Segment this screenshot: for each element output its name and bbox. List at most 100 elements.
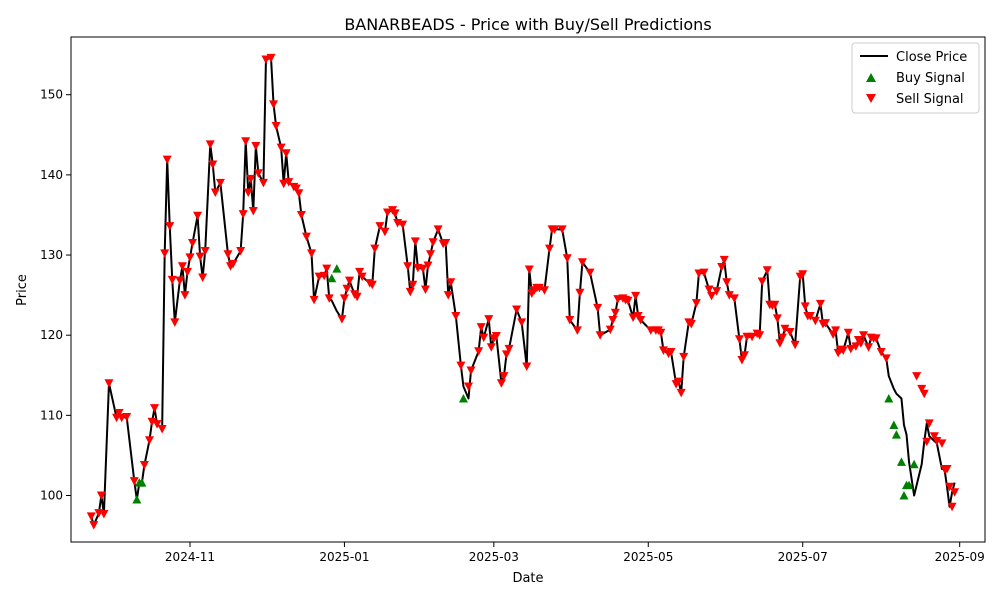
sell-signal-marker [917, 384, 927, 394]
sell-signal-marker [800, 302, 810, 311]
sell-signal-marker [851, 342, 861, 351]
sell-signal-marker [856, 339, 866, 348]
sell-signal-marker [309, 295, 319, 305]
sell-signal-marker [496, 379, 506, 388]
legend-sell-label: Sell Signal [896, 92, 964, 107]
sell-signal-marker [843, 328, 853, 338]
sell-signal-marker [674, 377, 684, 387]
sell-signal-marker [195, 252, 205, 262]
sell-signal-marker [236, 247, 246, 256]
sell-signal-marker [499, 372, 509, 381]
sell-signal-marker [881, 354, 891, 363]
legend-buy-marker [866, 73, 876, 82]
sell-signal-marker [451, 311, 461, 321]
sell-signal-marker [820, 319, 830, 328]
buy-signal-marker [327, 273, 337, 283]
sell-signal-marker [942, 465, 952, 474]
sell-signal-marker [658, 346, 668, 355]
sell-signal-marker [243, 188, 253, 198]
sell-signal-marker [610, 308, 620, 318]
sell-signal-marker [223, 250, 233, 259]
sell-signal-marker [291, 184, 301, 193]
sell-signal-marker [281, 149, 291, 158]
sell-signal-marker [228, 259, 238, 269]
sell-signal-marker [628, 313, 638, 323]
sell-signal-marker [717, 263, 727, 272]
sell-signal-marker [443, 291, 453, 300]
sell-signal-marker [577, 258, 587, 267]
sell-signal-marker [398, 220, 408, 230]
sell-signal-marker [945, 482, 955, 492]
sell-signal-marker [810, 316, 820, 326]
sell-signal-marker [96, 491, 106, 501]
sell-signal-marker [269, 100, 279, 109]
sell-signal-marker [144, 436, 154, 445]
buy-signal-marker [891, 430, 901, 439]
sell-signal-marker [550, 225, 560, 234]
sell-signal-marker [595, 331, 605, 340]
y-tick-label: 140 [40, 168, 63, 182]
sell-signal-marker [99, 509, 109, 519]
x-tick-label: 2025-07 [778, 550, 828, 564]
chart-title: BANARBEADS - Price with Buy/Sell Predict… [344, 15, 711, 34]
y-tick-label: 110 [40, 408, 63, 422]
sell-signal-marker [210, 188, 220, 198]
sell-signal-marker [846, 344, 856, 354]
sell-signal-marker [157, 424, 167, 434]
sell-signal-marker [623, 296, 633, 306]
sell-signal-marker [755, 331, 765, 340]
sell-signal-marker [491, 331, 501, 341]
sell-signal-marker [428, 238, 438, 247]
sell-signal-marker [403, 262, 413, 271]
x-tick-label: 2025-01 [319, 550, 369, 564]
sell-signal-marker [722, 278, 732, 287]
buy-signal-marker [899, 491, 909, 500]
sell-signal-marker [838, 346, 848, 355]
sell-signal-marker [772, 314, 782, 323]
sell-signal-marker [319, 271, 329, 281]
sell-signal-marker [89, 521, 99, 530]
sell-signal-marker [150, 404, 160, 413]
sell-signal-marker [631, 291, 641, 301]
sell-signal-marker [656, 328, 666, 338]
buy-signal-marker [889, 420, 899, 429]
sell-signal-marker [464, 382, 474, 391]
sell-signal-marker [922, 437, 932, 447]
sell-signal-marker [276, 143, 286, 153]
sell-signal-marker [770, 300, 780, 310]
sell-signal-marker [484, 315, 494, 324]
sell-signal-marker [575, 288, 585, 298]
plot-area [86, 53, 960, 530]
sell-signal-marker [200, 247, 210, 256]
buy-signal-marker [332, 264, 342, 273]
sell-signal-marker [757, 277, 767, 286]
sell-signal-marker [704, 285, 714, 294]
sell-signal-marker [114, 408, 124, 418]
sell-signal-marker [160, 249, 170, 258]
sell-signal-marker [871, 334, 881, 343]
sell-signal-marker [762, 266, 772, 275]
sell-signal-marker [382, 208, 392, 218]
sell-signal-marker [294, 189, 304, 198]
sell-signal-marker [324, 294, 334, 303]
sell-signal-marker [215, 178, 225, 188]
sell-signal-marker [777, 333, 787, 343]
sell-signal-marker [919, 389, 929, 399]
sell-signal-marker [729, 294, 739, 303]
sell-signal-marker [636, 315, 646, 325]
sell-signal-marker [780, 324, 790, 334]
sell-signal-marker [147, 417, 157, 427]
sell-signal-marker [345, 276, 355, 286]
sell-signal-marker [104, 379, 114, 388]
x-axis: 2024-11 2025-01 2025-03 2025-05 2025-07 2025-… [165, 542, 985, 564]
sell-signal-marker [676, 388, 686, 398]
legend-buy-label: Buy Signal [896, 71, 965, 86]
sell-signal-marker [932, 437, 942, 446]
sell-signal-marker [208, 160, 218, 169]
x-tick-label: 2025-03 [469, 550, 519, 564]
sell-signal-marker [476, 323, 486, 332]
y-tick-label: 150 [40, 88, 63, 102]
sell-signal-marker [707, 291, 717, 301]
x-tick-label: 2024-11 [165, 550, 215, 564]
sell-signal-marker [177, 262, 187, 271]
